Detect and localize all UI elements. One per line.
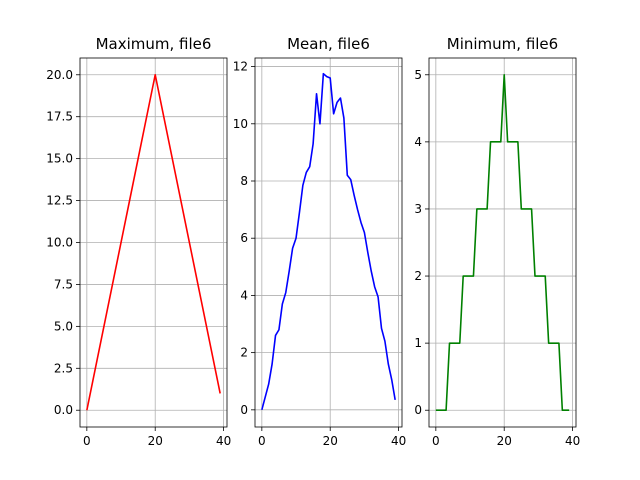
minimum-ytick-label-3: 3 bbox=[414, 202, 422, 216]
minimum-ytick-label-0: 0 bbox=[414, 403, 422, 417]
maximum-xtick-label-2: 40 bbox=[216, 434, 231, 448]
minimum-ytick-label-2: 2 bbox=[414, 269, 422, 283]
minimum-xtick-label-0: 0 bbox=[432, 434, 440, 448]
maximum-subplot-title: Maximum, file6 bbox=[96, 35, 212, 53]
mean-ytick-label-5: 10 bbox=[233, 117, 248, 131]
maximum-ytick-label-7: 17.5 bbox=[46, 110, 73, 124]
maximum-xtick-label-0: 0 bbox=[83, 434, 91, 448]
minimum-subplot-title: Minimum, file6 bbox=[447, 35, 558, 53]
minimum-xtick-label-1: 20 bbox=[497, 434, 512, 448]
mean-xtick-label-2: 40 bbox=[391, 434, 406, 448]
maximum-xtick-label-1: 20 bbox=[148, 434, 163, 448]
minimum-subplot: Minimum, file6 0 20 40 0 1 2 3 4 5 bbox=[414, 35, 580, 448]
maximum-ytick-label-1: 2.5 bbox=[54, 361, 73, 375]
maximum-ytick-label-4: 10.0 bbox=[46, 236, 73, 250]
minimum-xtick-label-2: 40 bbox=[565, 434, 580, 448]
maximum-subplot: Maximum, file6 0 20 40 0.0 2.5 5.0 7.5 10.0 12.5… bbox=[46, 35, 231, 448]
maximum-ytick-label-8: 20.0 bbox=[46, 68, 73, 82]
maximum-series-line bbox=[86, 73, 221, 411]
mean-subplot-title: Mean, file6 bbox=[287, 35, 370, 53]
mean-ytick-label-2: 4 bbox=[240, 288, 248, 302]
minimum-ytick-label-5: 5 bbox=[414, 68, 422, 82]
maximum-ytick-label-3: 7.5 bbox=[54, 277, 73, 291]
minimum-ytick-label-4: 4 bbox=[414, 135, 422, 149]
mean-ytick-label-6: 12 bbox=[233, 60, 248, 74]
mean-subplot: Mean, file6 0 20 40 0 2 4 6 8 10 12 bbox=[233, 35, 407, 448]
maximum-ytick-label-2: 5.0 bbox=[54, 319, 73, 333]
mean-ytick-label-1: 2 bbox=[240, 346, 248, 360]
minimum-ytick-label-1: 1 bbox=[414, 336, 422, 350]
mean-xtick-label-0: 0 bbox=[258, 434, 266, 448]
mean-ytick-label-4: 8 bbox=[240, 174, 248, 188]
mean-ytick-label-3: 6 bbox=[240, 231, 248, 245]
mean-series-line bbox=[261, 72, 396, 411]
mean-ytick-label-0: 0 bbox=[240, 403, 248, 417]
maximum-ytick-label-5: 12.5 bbox=[46, 194, 73, 208]
mean-axes-frame bbox=[254, 57, 403, 428]
maximum-ytick-label-6: 15.0 bbox=[46, 152, 73, 166]
minimum-series-line bbox=[435, 73, 570, 412]
mean-xtick-label-1: 20 bbox=[323, 434, 338, 448]
minimum-axes-frame bbox=[428, 57, 577, 428]
maximum-ytick-label-0: 0.0 bbox=[54, 403, 73, 417]
